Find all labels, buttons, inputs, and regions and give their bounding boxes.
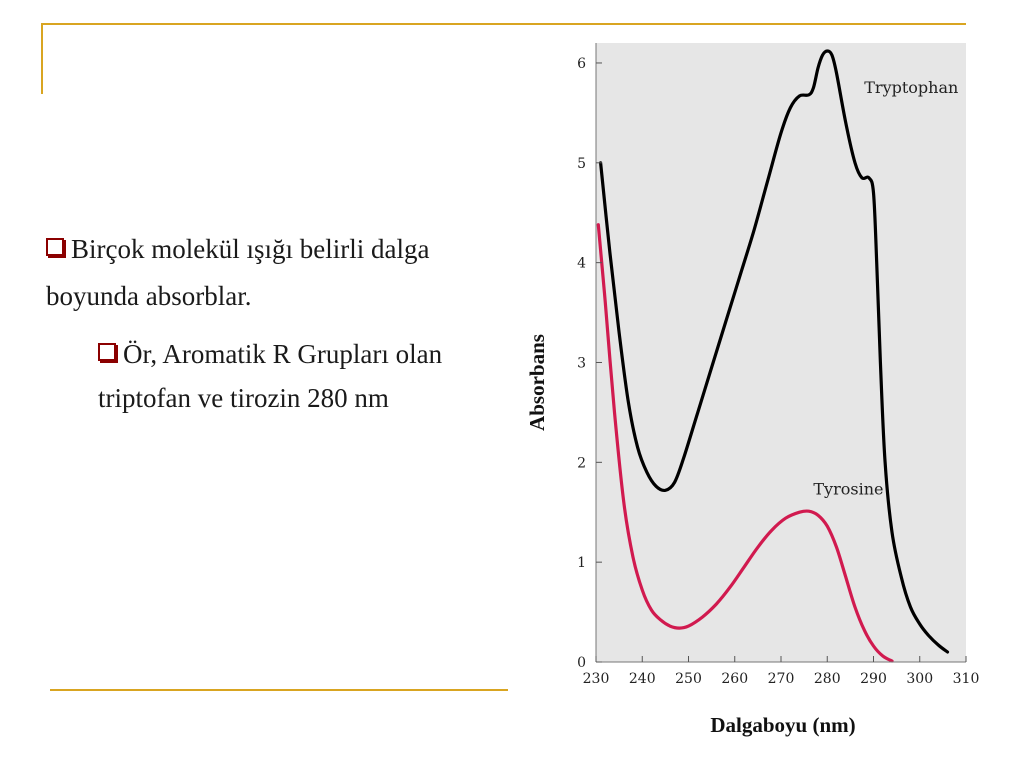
- bullet-sub-text: Ör, Aromatik R Grupları olan triptofan v…: [98, 339, 443, 413]
- y-tick-label: 3: [577, 355, 586, 371]
- x-tick-label: 230: [583, 671, 610, 687]
- y-tick-label: 5: [577, 156, 586, 172]
- bullet-item-sub: Ör, Aromatik R Grupları olan triptofan v…: [98, 332, 486, 420]
- x-tick-label: 250: [675, 671, 702, 687]
- bullet-item-main: Birçok molekül ışığı belirli dalga boyun…: [46, 226, 486, 320]
- checkbox-bullet-icon: [46, 238, 64, 256]
- y-tick-label: 1: [577, 555, 586, 571]
- x-tick-label: 240: [629, 671, 656, 687]
- bullet-main-text: Birçok molekül ışığı belirli dalga boyun…: [46, 234, 430, 311]
- y-tick-label: 2: [577, 455, 586, 471]
- x-tick-label: 290: [860, 671, 887, 687]
- chart-marks: [596, 49, 950, 663]
- x-ticks: 230 240 250 260 270 280 290 300 310: [583, 656, 980, 687]
- absorbance-chart: 230 240 250 260 270 280 290 300 310 0 1 2 3 4 5 6 Tryp…: [525, 43, 980, 737]
- x-tick-label: 280: [814, 671, 841, 687]
- series-label-tryptophan: Tryptophan: [864, 78, 958, 97]
- bottom-accent-line: [50, 689, 508, 691]
- series-line-tryptophan: [599, 49, 950, 654]
- plot-area: [596, 43, 966, 662]
- y-tick-label: 6: [577, 56, 586, 72]
- bullet-list: Birçok molekül ışığı belirli dalga boyun…: [46, 226, 486, 420]
- x-tick-label: 310: [953, 671, 980, 687]
- y-tick-label: 0: [577, 655, 586, 671]
- x-tick-label: 260: [721, 671, 748, 687]
- y-tick-label: 4: [577, 256, 586, 272]
- y-axis-title: Absorbans: [525, 334, 549, 431]
- chart-annotations: Tryptophan Tyrosine: [813, 78, 958, 498]
- series-line-tyrosine: [596, 223, 894, 663]
- checkbox-bullet-icon: [98, 343, 116, 361]
- x-tick-label: 270: [768, 671, 795, 687]
- left-accent-line: [41, 23, 43, 94]
- series-label-tyrosine: Tyrosine: [813, 479, 883, 498]
- y-ticks: 0 1 2 3 4 5 6: [577, 56, 602, 671]
- x-axis-title: Dalgaboyu (nm): [710, 713, 855, 737]
- top-accent-line: [41, 23, 966, 25]
- x-tick-label: 300: [906, 671, 933, 687]
